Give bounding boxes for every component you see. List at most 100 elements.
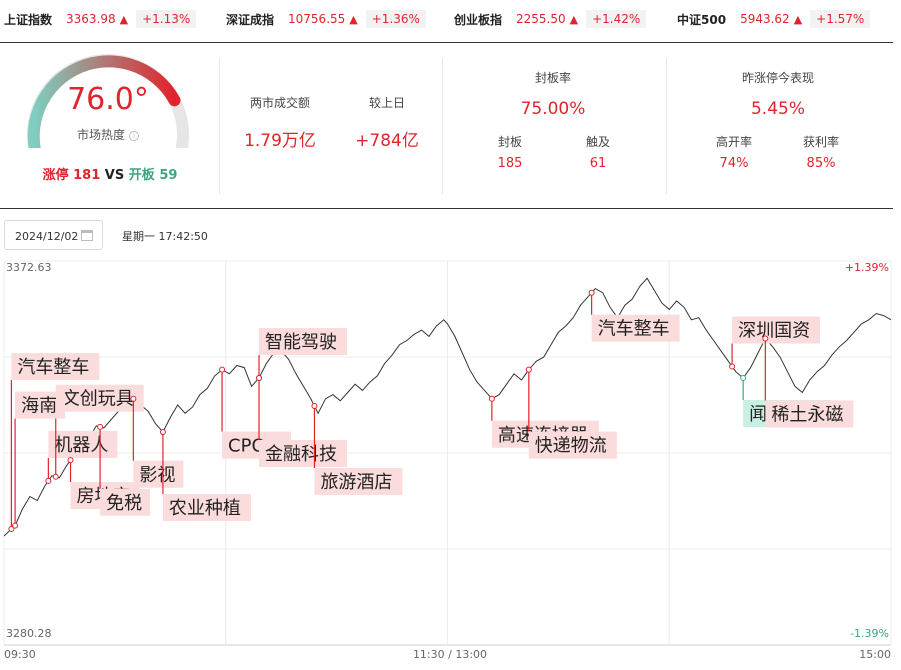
annotation-tag[interactable] [162, 494, 251, 522]
touched-label: 触及 [585, 135, 610, 149]
annotation-label: 快递物流 [535, 436, 607, 457]
profit-label: 获利率 [802, 135, 839, 149]
index-change-badge: +1.13% [136, 10, 197, 28]
sealed-count: 185 [497, 156, 523, 171]
annotation-label: 稀土永磁 [771, 404, 843, 425]
sealed-label: 封板 [497, 135, 522, 149]
index-price: 5943.62 [740, 12, 790, 26]
y-min-label: 3280.28 [6, 627, 52, 640]
annotation-tag[interactable] [765, 400, 854, 428]
turnover-change-value: +784亿 [355, 131, 419, 151]
annotation-point [8, 526, 15, 533]
index-change-badge: +1.57% [810, 10, 871, 28]
annotation-label: 机器人 [54, 435, 108, 456]
annotation-tag[interactable] [55, 384, 144, 412]
x-label-close: 15:00 [859, 648, 891, 661]
annotation-tag[interactable] [314, 468, 403, 496]
annotation-point [67, 457, 74, 464]
annotation-point [52, 473, 59, 480]
annotation-point [130, 395, 137, 402]
divider [0, 42, 893, 43]
annotation-label: 免税 [106, 493, 142, 514]
index-ticker-cyb[interactable]: 创业板指 2255.50 ▲ +1.42% [454, 8, 647, 30]
index-change-badge: +1.36% [365, 10, 426, 28]
annotation-label: 汽车整车 [17, 357, 89, 378]
turnover-label: 两市成交额 [249, 96, 310, 110]
calendar-icon[interactable] [81, 230, 93, 241]
heat-gauge [27, 54, 189, 148]
annotation-point [159, 429, 166, 436]
annotation-label: 金融科技 [265, 444, 337, 465]
annotation-point [525, 366, 532, 373]
annotation-point [219, 366, 226, 373]
annotation-point [97, 423, 104, 430]
index-price: 2255.50 [516, 12, 566, 26]
annotation-tag[interactable] [732, 316, 821, 344]
broken-board-count: 59 [159, 168, 178, 183]
seal-rate-title: 封板率 [534, 71, 571, 85]
yesterday-title: 昨涨停今表现 [741, 71, 814, 85]
annotation-label: 农业种植 [169, 498, 241, 519]
annotation-point [12, 522, 19, 529]
annotation-tag[interactable] [48, 430, 118, 458]
annotation-tag[interactable] [259, 327, 348, 355]
annotation-tag[interactable] [11, 353, 100, 381]
date-value: 2024/12/02 [15, 230, 79, 243]
up-arrow-icon: ▲ [569, 12, 579, 26]
x-label-open: 09:30 [4, 648, 36, 661]
x-label-noon: 11:30 / 13:00 [413, 648, 487, 661]
annotation-point [762, 335, 769, 342]
annotation-point [740, 374, 747, 381]
divider [219, 58, 220, 194]
annotation-label: 智能驾驶 [265, 332, 337, 353]
divider [666, 58, 667, 194]
yesterday-value: 5.45% [750, 99, 805, 119]
heat-label-row: 市场热度 i [28, 126, 188, 143]
index-change-badge: +1.42% [586, 10, 647, 28]
heat-value: 76.0° [67, 82, 149, 117]
index-ticker-sz[interactable]: 深证成指 10756.55 ▲ +1.36% [226, 8, 426, 30]
annotation-label: 旅游酒店 [320, 472, 392, 493]
index-ticker-bar: 上证指数 3363.98 ▲ +1.13% 深证成指 10756.55 ▲ +1… [0, 0, 901, 40]
heat-label: 市场热度 [76, 128, 125, 142]
annotation-tag[interactable] [133, 460, 184, 488]
index-price: 10756.55 [288, 12, 346, 26]
annotation-tag[interactable] [591, 314, 680, 342]
high-open-label: 高开率 [715, 135, 752, 149]
date-picker[interactable]: 2024/12/02 [4, 220, 103, 250]
annotation-label: 文创玩具 [62, 389, 134, 410]
annotation-point [256, 374, 263, 381]
annotation-tag[interactable] [259, 439, 348, 467]
index-price: 3363.98 [66, 12, 116, 26]
annotation-label: 海南 [21, 396, 57, 417]
divider [0, 208, 893, 209]
annotation-point [45, 477, 52, 484]
annotation-point [588, 289, 595, 296]
theme-annotations: 机器人文创玩具海南汽车整车房地产免税影视农业种植CPO智能驾驶金融科技旅游酒店高… [8, 289, 854, 533]
high-open-value: 74% [719, 156, 749, 171]
limit-summary: 涨停 181 VS 开板 59 [0, 164, 220, 183]
info-circle-icon[interactable]: i [129, 131, 139, 141]
pct-min-label: -1.39% [850, 627, 889, 640]
touched-count: 61 [589, 156, 607, 171]
annotation-label: 汽车整车 [598, 319, 670, 340]
turnover-value: 1.79万亿 [244, 131, 316, 151]
annotation-point [311, 403, 318, 410]
intraday-index-chart[interactable]: 机器人文创玩具海南汽车整车房地产免税影视农业种植CPO智能驾驶金融科技旅游酒店高… [0, 255, 901, 670]
annotation-tag[interactable] [528, 431, 617, 459]
index-name: 上证指数 [4, 12, 53, 27]
index-name: 深证成指 [226, 12, 275, 27]
annotation-point [488, 395, 495, 402]
vs-label: VS [104, 168, 125, 183]
turnover-change-label: 较上日 [368, 96, 405, 110]
annotation-tag[interactable] [100, 488, 151, 516]
annotation-tag[interactable] [15, 391, 66, 419]
annotation-label: CPO [228, 436, 266, 457]
up-arrow-icon: ▲ [119, 12, 129, 26]
index-ticker-sh[interactable]: 上证指数 3363.98 ▲ +1.13% [4, 8, 197, 30]
profit-value: 85% [806, 156, 836, 171]
y-max-label: 3372.63 [6, 261, 52, 274]
broken-board-label: 开板 [128, 168, 155, 183]
index-ticker-zz500[interactable]: 中证500 5943.62 ▲ +1.57% [677, 8, 871, 30]
index-name: 中证500 [677, 12, 727, 27]
